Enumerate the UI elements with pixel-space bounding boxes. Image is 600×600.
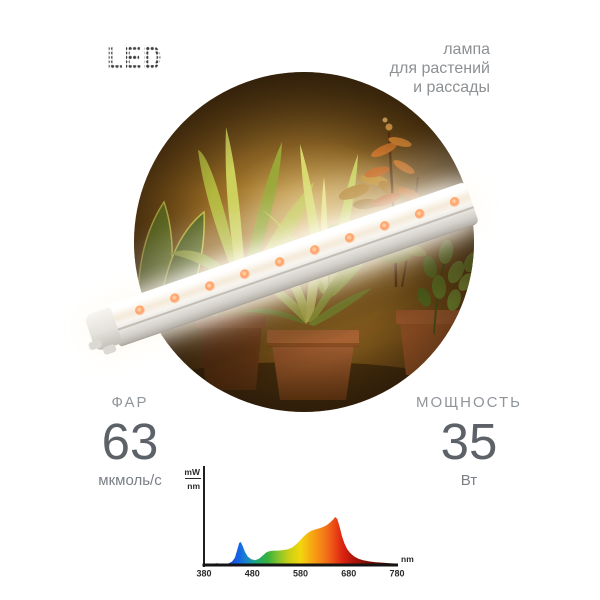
- tick-label: 680: [341, 569, 356, 579]
- spec-power-label: МОЩНОСТЬ: [415, 394, 523, 411]
- led-dot: [273, 255, 287, 269]
- led-logo: LED: [107, 42, 163, 76]
- spectrum-curve: [204, 517, 397, 565]
- led-logo-text: LED: [107, 42, 163, 76]
- spec-power-unit: Вт: [460, 472, 478, 489]
- spec-par: ФАР 63 мкмоль/с: [60, 394, 200, 490]
- x-unit-label: nm: [401, 554, 414, 564]
- led-dot: [413, 207, 427, 221]
- tagline-line: лампа: [443, 41, 490, 58]
- led-dot: [203, 279, 217, 293]
- tagline-line: для растений: [389, 60, 490, 77]
- led-dot: [448, 195, 462, 209]
- spec-power: МОЩНОСТЬ 35 Вт: [399, 394, 539, 490]
- tick-label: 780: [389, 569, 404, 579]
- led-dot: [308, 243, 322, 257]
- x-tick-labels: 380 480 580 680 780: [196, 569, 404, 579]
- tagline-line: и рассады: [413, 79, 490, 96]
- led-dot: [343, 231, 357, 245]
- tick-label: 380: [196, 569, 211, 579]
- led-dot: [168, 292, 182, 305]
- tick-label: 480: [245, 569, 260, 579]
- led-dot: [378, 219, 392, 233]
- spectrum-chart: 380 480 580 680 780 mW nm nm: [184, 466, 414, 579]
- spec-power-value: 35: [440, 413, 498, 470]
- led-dot: [238, 267, 252, 281]
- spec-par-unit: мкмоль/с: [98, 472, 162, 489]
- product-tagline: лампа для растений и рассады: [390, 40, 490, 97]
- spec-par-value: 63: [101, 413, 159, 470]
- spec-par-label: ФАР: [111, 394, 149, 411]
- led-dot: [133, 304, 147, 317]
- tick-label: 580: [293, 569, 308, 579]
- y-unit-numerator: mW: [184, 467, 201, 477]
- y-unit-denominator: nm: [187, 481, 200, 491]
